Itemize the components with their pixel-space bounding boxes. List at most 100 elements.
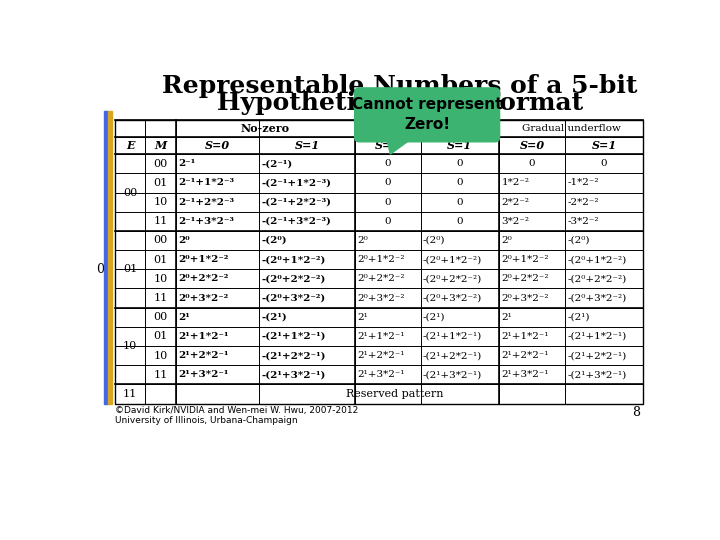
Text: -(2¹+3*2⁻¹): -(2¹+3*2⁻¹) <box>261 370 325 379</box>
Text: 2⁰+1*2⁻²: 2⁰+1*2⁻² <box>357 255 405 264</box>
Text: 0: 0 <box>528 159 535 168</box>
Text: 00: 00 <box>153 235 168 246</box>
Text: 10: 10 <box>153 274 168 284</box>
Text: 2¹: 2¹ <box>502 313 512 322</box>
Text: -(2⁰+3*2⁻²): -(2⁰+3*2⁻²) <box>423 294 482 302</box>
Text: 0: 0 <box>96 263 104 276</box>
Text: 01: 01 <box>153 332 168 341</box>
Text: -(2⁰): -(2⁰) <box>261 236 287 245</box>
Text: 0: 0 <box>384 178 391 187</box>
Text: 10: 10 <box>153 197 168 207</box>
Text: 0: 0 <box>600 159 608 168</box>
Text: 01: 01 <box>153 255 168 265</box>
Text: 00: 00 <box>153 312 168 322</box>
Text: S=1: S=1 <box>447 140 472 151</box>
Text: 2⁰: 2⁰ <box>502 236 512 245</box>
Text: -(2¹+1*2⁻¹): -(2¹+1*2⁻¹) <box>423 332 482 341</box>
Text: 2⁻¹: 2⁻¹ <box>179 159 196 168</box>
Text: 2¹+2*2⁻¹: 2¹+2*2⁻¹ <box>502 351 549 360</box>
Text: No-zero: No-zero <box>241 123 290 134</box>
Text: 2⁰+1*2⁻²: 2⁰+1*2⁻² <box>502 255 549 264</box>
Text: 0: 0 <box>456 217 463 226</box>
Text: 0: 0 <box>384 217 391 226</box>
Text: M: M <box>155 140 167 151</box>
Text: 2⁰+3*2⁻²: 2⁰+3*2⁻² <box>502 294 549 302</box>
Text: 11: 11 <box>123 389 138 399</box>
Text: 2⁻¹+3*2⁻³: 2⁻¹+3*2⁻³ <box>179 217 234 226</box>
Text: S=0: S=0 <box>375 140 400 151</box>
Text: -(2⁰+2*2⁻²): -(2⁰+2*2⁻²) <box>261 274 325 284</box>
Text: -(2⁰+1*2⁻²): -(2⁰+1*2⁻²) <box>261 255 325 264</box>
Text: -(2⁰): -(2⁰) <box>567 236 590 245</box>
Text: 2¹+1*2⁻¹: 2¹+1*2⁻¹ <box>502 332 549 341</box>
Text: -(2⁻¹): -(2⁻¹) <box>261 159 292 168</box>
Text: 10: 10 <box>153 350 168 361</box>
Text: Reserved pattern: Reserved pattern <box>346 389 443 399</box>
Text: 00: 00 <box>153 159 168 168</box>
Text: 00: 00 <box>123 187 138 198</box>
Text: 0: 0 <box>456 159 463 168</box>
Text: -(2¹+3*2⁻¹): -(2¹+3*2⁻¹) <box>423 370 482 379</box>
Text: Representable Numbers of a 5-bit: Representable Numbers of a 5-bit <box>162 73 638 98</box>
Polygon shape <box>387 137 413 154</box>
Text: 0: 0 <box>384 198 391 207</box>
Text: 01: 01 <box>153 178 168 188</box>
Text: 2¹+3*2⁻¹: 2¹+3*2⁻¹ <box>179 370 229 379</box>
Text: 2¹+1*2⁻¹: 2¹+1*2⁻¹ <box>357 332 405 341</box>
Text: -(2⁰+2*2⁻²): -(2⁰+2*2⁻²) <box>423 274 482 284</box>
Text: 0: 0 <box>384 159 391 168</box>
Text: -(2¹+2*2⁻¹): -(2¹+2*2⁻¹) <box>261 351 325 360</box>
Text: -(2⁻¹+3*2⁻³): -(2⁻¹+3*2⁻³) <box>261 217 331 226</box>
Text: Cannot represent
Zero!: Cannot represent Zero! <box>352 97 503 132</box>
Text: 2⁻¹+1*2⁻³: 2⁻¹+1*2⁻³ <box>179 178 234 187</box>
Text: -(2⁰+3*2⁻²): -(2⁰+3*2⁻²) <box>567 294 626 302</box>
Text: 0: 0 <box>456 198 463 207</box>
Text: -2*2⁻²: -2*2⁻² <box>567 198 598 207</box>
Text: 2¹+2*2⁻¹: 2¹+2*2⁻¹ <box>179 351 229 360</box>
Text: -(2⁰+1*2⁻²): -(2⁰+1*2⁻²) <box>423 255 482 264</box>
Text: -(2¹): -(2¹) <box>423 313 446 322</box>
Text: 2⁰+2*2⁻²: 2⁰+2*2⁻² <box>357 274 405 284</box>
Text: -(2¹+1*2⁻¹): -(2¹+1*2⁻¹) <box>567 332 626 341</box>
Text: 2⁰: 2⁰ <box>179 236 190 245</box>
Text: -(2⁰): -(2⁰) <box>423 236 446 245</box>
Text: 2¹+3*2⁻¹: 2¹+3*2⁻¹ <box>357 370 405 379</box>
Text: 1*2⁻²: 1*2⁻² <box>502 178 529 187</box>
Text: 2¹+3*2⁻¹: 2¹+3*2⁻¹ <box>502 370 549 379</box>
Text: -(2⁰+1*2⁻²): -(2⁰+1*2⁻²) <box>567 255 626 264</box>
Text: 2¹: 2¹ <box>179 313 190 322</box>
Text: Hypothetical IEEE Format: Hypothetical IEEE Format <box>217 91 583 116</box>
Bar <box>104 111 108 403</box>
FancyBboxPatch shape <box>355 88 500 142</box>
Text: 8: 8 <box>632 406 640 419</box>
Text: -(2¹): -(2¹) <box>567 313 590 322</box>
Text: S=1: S=1 <box>294 140 320 151</box>
Text: 2¹: 2¹ <box>357 313 368 322</box>
Text: 10: 10 <box>123 341 138 351</box>
Text: 01: 01 <box>123 264 138 274</box>
Text: 3*2⁻²: 3*2⁻² <box>502 217 529 226</box>
Bar <box>108 111 112 403</box>
Text: 2¹+2*2⁻¹: 2¹+2*2⁻¹ <box>357 351 405 360</box>
Text: 0: 0 <box>456 178 463 187</box>
Text: Abrupt underflow: Abrupt underflow <box>380 124 474 133</box>
Text: 2⁰: 2⁰ <box>357 236 368 245</box>
Text: -3*2⁻²: -3*2⁻² <box>567 217 598 226</box>
Text: ©David Kirk/NVIDIA and Wen-mei W. Hwu, 2007-2012
University of Illinois, Urbana-: ©David Kirk/NVIDIA and Wen-mei W. Hwu, 2… <box>114 406 358 426</box>
Text: -(2¹): -(2¹) <box>261 313 287 322</box>
Text: 2⁻¹+2*2⁻³: 2⁻¹+2*2⁻³ <box>179 198 234 207</box>
Text: 11: 11 <box>153 293 168 303</box>
Text: 2⁰+3*2⁻²: 2⁰+3*2⁻² <box>179 294 228 302</box>
Text: 2⁰+2*2⁻²: 2⁰+2*2⁻² <box>502 274 549 284</box>
Bar <box>114 120 644 403</box>
Text: E: E <box>126 140 135 151</box>
Text: -(2¹+2*2⁻¹): -(2¹+2*2⁻¹) <box>423 351 482 360</box>
Text: S=0: S=0 <box>519 140 544 151</box>
Text: -(2¹+2*2⁻¹): -(2¹+2*2⁻¹) <box>567 351 626 360</box>
Text: -(2¹+3*2⁻¹): -(2¹+3*2⁻¹) <box>567 370 626 379</box>
Text: -(2⁰+2*2⁻²): -(2⁰+2*2⁻²) <box>567 274 626 284</box>
Text: S=1: S=1 <box>591 140 616 151</box>
Text: 2¹+1*2⁻¹: 2¹+1*2⁻¹ <box>179 332 229 341</box>
Text: 11: 11 <box>153 370 168 380</box>
Text: -1*2⁻²: -1*2⁻² <box>567 178 598 187</box>
